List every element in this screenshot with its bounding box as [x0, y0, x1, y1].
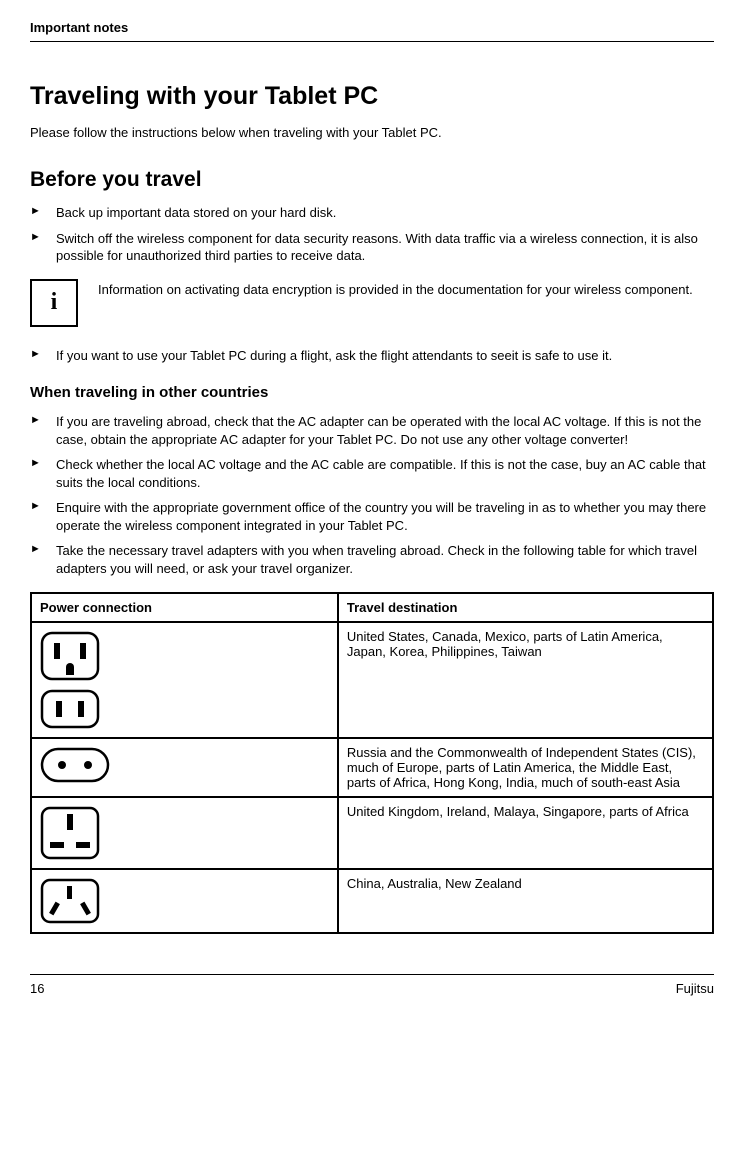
table-row: United Kingdom, Ireland, Malaya, Singapo… — [31, 797, 713, 869]
table-header: Travel destination — [338, 593, 713, 622]
list-item: If you want to use your Tablet PC during… — [30, 347, 714, 365]
plug-cell-typeI — [31, 869, 338, 933]
brand-name: Fujitsu — [676, 981, 714, 996]
other-countries-heading: When traveling in other countries — [30, 384, 714, 401]
info-box: i Information on activating data encrypt… — [30, 279, 714, 327]
list-item: Check whether the local AC voltage and t… — [30, 456, 714, 491]
destination-cell: Russia and the Commonwealth of Independe… — [338, 738, 713, 797]
info-icon: i — [30, 279, 78, 327]
plug-typeB-icon — [40, 631, 100, 681]
page-title: Traveling with your Tablet PC — [30, 82, 714, 111]
list-item: Enquire with the appropriate government … — [30, 499, 714, 534]
table-row: United States, Canada, Mexico, parts of … — [31, 622, 713, 738]
plug-typeC-icon — [40, 747, 110, 783]
other-countries-list: If you are traveling abroad, check that … — [30, 413, 714, 577]
table-row: China, Australia, New Zealand — [31, 869, 713, 933]
table-header-row: Power connection Travel destination — [31, 593, 713, 622]
before-travel-list: Back up important data stored on your ha… — [30, 204, 714, 265]
table-header: Power connection — [31, 593, 338, 622]
list-item: If you are traveling abroad, check that … — [30, 413, 714, 448]
plug-typeG-icon — [40, 806, 100, 860]
plug-cell-typeG — [31, 797, 338, 869]
destination-cell: China, Australia, New Zealand — [338, 869, 713, 933]
adapter-table: Power connection Travel destination Unit… — [30, 592, 714, 934]
plug-typeA-icon — [40, 689, 100, 729]
list-item: Switch off the wireless component for da… — [30, 230, 714, 265]
section-header: Important notes — [30, 20, 714, 42]
plug-cell-typeA-B — [31, 622, 338, 738]
table-row: Russia and the Commonwealth of Independe… — [31, 738, 713, 797]
before-travel-heading: Before you travel — [30, 168, 714, 192]
destination-cell: United Kingdom, Ireland, Malaya, Singapo… — [338, 797, 713, 869]
page-footer: 16 Fujitsu — [30, 974, 714, 996]
list-item: Back up important data stored on your ha… — [30, 204, 714, 222]
list-item: Take the necessary travel adapters with … — [30, 542, 714, 577]
flight-list: If you want to use your Tablet PC during… — [30, 347, 714, 365]
plug-cell-typeC — [31, 738, 338, 797]
intro-text: Please follow the instructions below whe… — [30, 125, 714, 140]
page-number: 16 — [30, 981, 44, 996]
destination-cell: United States, Canada, Mexico, parts of … — [338, 622, 713, 738]
info-note-text: Information on activating data encryptio… — [98, 279, 693, 299]
plug-typeI-icon — [40, 878, 100, 924]
